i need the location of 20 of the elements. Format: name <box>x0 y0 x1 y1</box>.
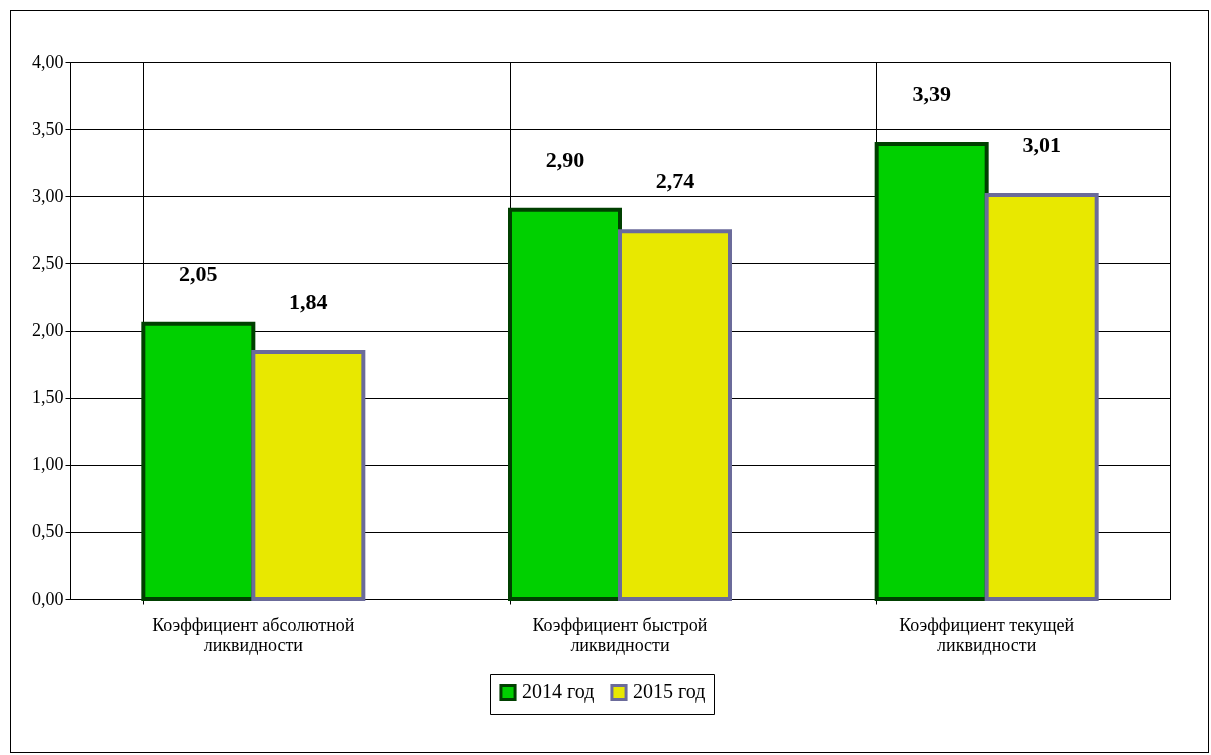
y-tick-label: 1,00 <box>32 454 64 475</box>
y-tick-label: 0,00 <box>32 588 64 609</box>
y-tick-label: 1,50 <box>32 387 64 408</box>
data-label: 2,74 <box>655 168 695 194</box>
data-label: 2,05 <box>179 260 218 286</box>
data-label: 2,90 <box>545 146 585 172</box>
x-tick-label: Коэффициент текущей ликвидности <box>899 614 1075 655</box>
x-tick-label: Коэффициент абсолютной ликвидности <box>152 614 355 655</box>
y-tick-label: 2,50 <box>32 252 64 273</box>
y-tick-label: 3,50 <box>32 118 64 139</box>
x-tick-label: Коэффициент быстрой ликвидности <box>532 614 708 655</box>
data-label: 1,84 <box>289 288 328 314</box>
legend-label: 2014 год <box>522 680 595 704</box>
y-tick-label: 2,00 <box>32 320 64 340</box>
y-tick-label: 3,00 <box>32 185 64 206</box>
legend-label: 2015 год <box>633 680 706 704</box>
data-label: 3,39 <box>912 80 951 106</box>
y-tick-label: 4,00 <box>32 51 64 72</box>
y-tick-label: 0,50 <box>32 521 64 542</box>
data-label: 3,01 <box>1022 131 1061 157</box>
